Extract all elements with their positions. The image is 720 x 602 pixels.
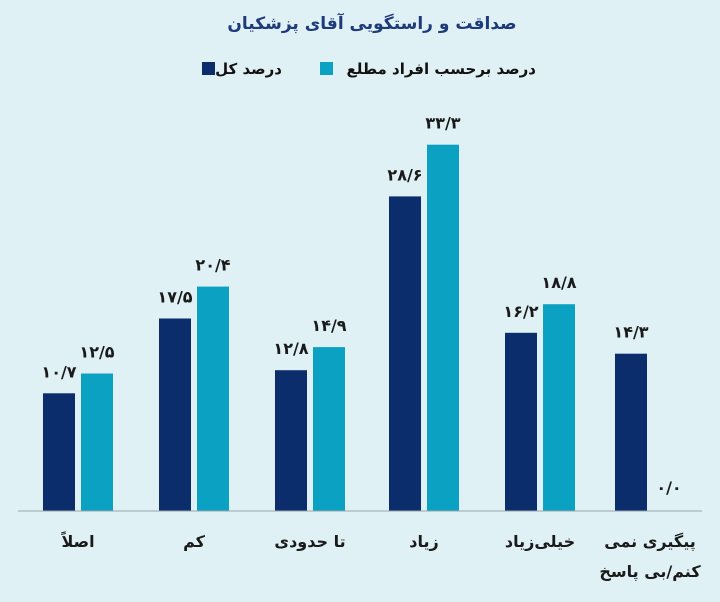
chart-title: صداقت و راستگویی آقای پزشکیان [227,12,516,34]
bar-2-series-2 [197,286,229,511]
legend-label-1: درصد کل [215,60,282,78]
bar-4-series-2 [427,144,459,511]
data-label-5-series-1: ۱۶/۲ [503,302,538,321]
bar-3-series-1 [275,370,307,511]
bar-6-series-1 [615,353,647,511]
legend-label-2: درصد برحسب افراد مطلع [347,60,537,78]
category-label-4: زیاد [409,532,438,551]
bar-1-series-2 [81,373,113,511]
legend-swatch-2 [320,62,333,75]
bar-5-series-1 [505,332,537,511]
bar-1-series-1 [43,393,75,511]
legend-swatch-1 [202,62,215,75]
data-label-2-series-1: ۱۷/۵ [157,288,192,307]
bar-2-series-1 [159,318,191,511]
data-labels-group: ۱۰/۷۱۲/۵ ۱۷/۵۲۰/۴ ۱۲/۸۱۴/۹ ۲۸/۶ ۳۳/۳ ۱۶/۲۱۸/۸… [41,114,681,497]
category-label-5: خیلی‌زیاد [505,532,575,551]
legend: درصد کل درصد برحسب افراد مطلع [202,60,536,78]
data-label-6-series-1: ۱۴/۳ [613,323,648,342]
data-label-5-series-2: ۱۸/۸ [541,273,576,292]
data-label-2-series-2: ۲۰/۴ [195,256,230,275]
bars-group [43,144,647,511]
data-label-4-series-2: ۳۳/۳ [425,114,460,133]
category-label-6-line-2: کنم/بی پاسخ [599,562,701,582]
category-label-6-line-1: پیگیری نمی [604,532,695,552]
data-label-3-series-1: ۱۲/۸ [273,339,308,358]
category-label-2: کم [183,532,206,551]
category-label-3: تا حدودی [274,532,345,551]
data-label-1-series-1: ۱۰/۷ [41,362,76,381]
data-label-3-series-2: ۱۴/۹ [311,316,346,335]
bar-5-series-2 [543,304,575,511]
category-labels-group: اصلاً کم تا حدودی زیاد خیلی‌زیاد پیگیری نمی کن… [61,531,702,582]
bar-4-series-1 [389,196,421,511]
category-label-1: اصلاً [61,531,95,551]
bar-3-series-2 [313,347,345,511]
data-label-1-series-2: ۱۲/۵ [79,343,114,362]
data-label-6-series-2: ۰/۰ [656,478,681,497]
data-label-4-series-1: ۲۸/۶ [387,165,422,184]
